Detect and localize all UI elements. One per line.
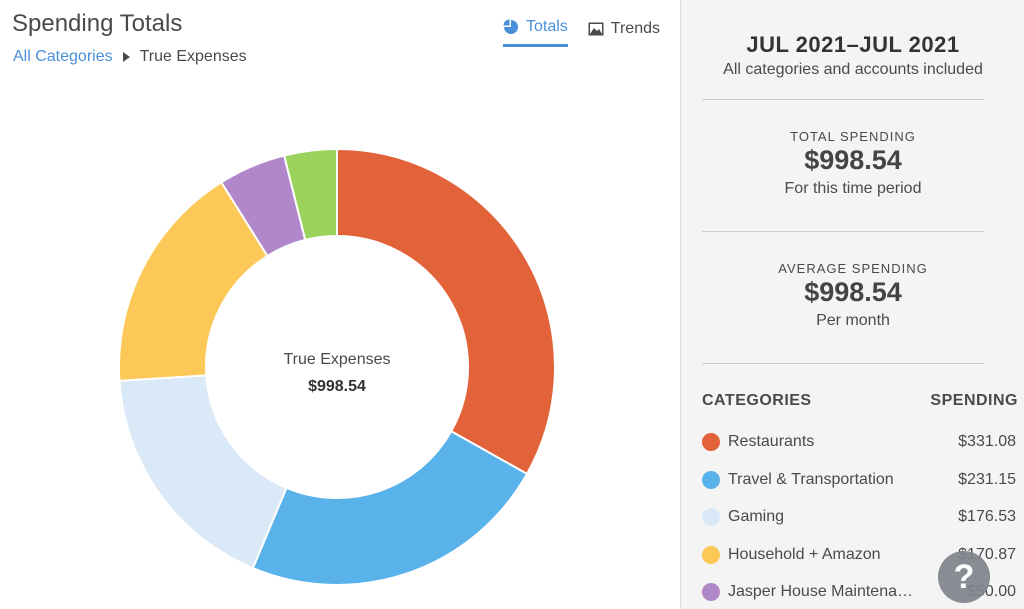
pie-chart-icon [503,19,518,34]
category-row[interactable]: Travel & Transportation $231.15 [702,468,1016,492]
total-spending-value: $998.54 [804,145,902,175]
help-button[interactable]: ? [938,551,990,603]
main-panel: Spending Totals All Categories True Expe… [12,10,660,586]
donut-slice[interactable] [251,429,529,586]
date-range: JUL 2021–JUL 2021 [746,32,960,57]
divider [702,363,984,364]
tab-trends-label: Trends [610,19,660,37]
donut-chart [118,147,556,586]
category-row[interactable]: Gaming $176.53 [702,505,1016,529]
donut-slice[interactable] [282,147,338,242]
average-spending-value: $998.54 [804,277,902,307]
total-spending-subtitle: For this time period [784,180,922,197]
legend-dot-icon [702,508,720,526]
category-amount: $331.08 [958,433,1016,450]
view-tabs: Totals Trends [503,16,660,47]
date-range-subtitle: All categories and accounts included [723,61,983,78]
category-name: Travel & Transportation [728,471,894,488]
divider [702,231,984,232]
donut-slice[interactable] [118,180,269,382]
category-name: Gaming [728,508,785,525]
donut-center-value: $998.54 [308,378,366,395]
category-name: Jasper House Maintena… [728,583,913,600]
tab-totals[interactable]: Totals [503,16,568,47]
legend-dot-icon [702,546,720,564]
donut-center-label: True Expenses [283,351,391,368]
breadcrumb-arrow-icon [122,52,130,62]
category-row[interactable]: Restaurants $331.08 [702,430,1016,454]
average-spending-label: AVERAGE SPENDING [778,261,928,276]
summary-sidebar: JUL 2021–JUL 2021 All categories and acc… [680,0,1024,609]
legend-dot-icon [702,433,720,451]
average-spending-subtitle: Per month [816,312,890,329]
tab-trends[interactable]: Trends [588,16,660,47]
category-amount: $176.53 [958,508,1016,525]
category-name: Household + Amazon [728,546,881,563]
image-icon [588,22,604,35]
spending-header: SPENDING [930,392,1018,409]
donut-slice[interactable] [336,147,556,476]
tab-totals-label: Totals [526,18,568,35]
legend-dot-icon [702,471,720,489]
total-spending-label: TOTAL SPENDING [790,129,916,144]
categories-header: CATEGORIES [702,392,812,409]
breadcrumb-current: True Expenses [139,48,247,65]
breadcrumb-all-categories-link[interactable]: All Categories [13,48,113,65]
legend-dot-icon [702,583,720,601]
category-amount: $231.15 [958,471,1016,488]
divider [702,99,984,100]
donut-slice[interactable] [118,374,288,570]
breadcrumb: All Categories True Expenses [13,48,247,66]
page-title: Spending Totals [12,10,183,37]
category-name: Restaurants [728,433,815,450]
